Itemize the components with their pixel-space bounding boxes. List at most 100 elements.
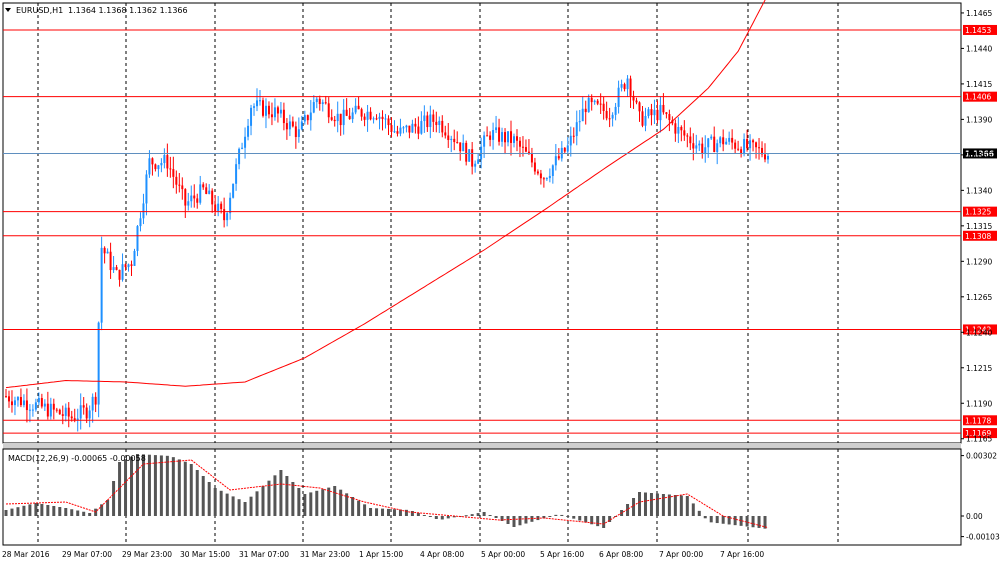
macd-bar	[339, 489, 343, 516]
candle-bear	[426, 115, 429, 128]
macd-bar	[733, 516, 737, 526]
candle-bear	[25, 400, 28, 411]
candle-bear	[363, 116, 366, 120]
candle-bear	[527, 151, 530, 154]
candle-bull	[229, 197, 232, 214]
candle-bull	[136, 226, 139, 251]
macd-bar	[602, 516, 606, 528]
macd-bar	[70, 509, 74, 516]
candle-bear	[387, 118, 390, 126]
candle-bear	[530, 153, 533, 163]
macd-bar	[16, 507, 20, 516]
candle-bear	[755, 142, 758, 148]
candle-bull	[569, 135, 572, 146]
candle-bull	[241, 147, 244, 149]
candle-bear	[701, 143, 704, 154]
candle-bear	[357, 105, 360, 110]
macd-bar	[279, 470, 283, 516]
candle-bear	[692, 143, 695, 149]
candle-bear	[211, 190, 214, 205]
macd-bar	[261, 486, 265, 516]
macd-bar	[34, 503, 38, 516]
time-tick-label: 6 Apr 08:00	[599, 550, 643, 559]
candle-bear	[184, 189, 187, 206]
candle-bull	[49, 403, 52, 417]
current-price-label: 1.1366	[965, 149, 994, 158]
candle-bear	[267, 105, 270, 115]
candle-bear	[40, 398, 43, 407]
candle-bull	[259, 100, 261, 102]
candle-bear	[285, 123, 288, 130]
candle-bear	[629, 78, 632, 96]
candle-bear	[486, 135, 489, 137]
price-tick-label: 1.1390	[966, 115, 992, 124]
candle-bull	[336, 113, 339, 122]
macd-bar	[291, 482, 295, 516]
candle-bull	[554, 156, 557, 166]
candle-bear	[689, 136, 692, 144]
macd-bar	[404, 509, 408, 516]
time-tick-label: 4 Apr 08:00	[420, 550, 464, 559]
macd-panel[interactable]	[2, 448, 962, 546]
macd-bar	[709, 516, 713, 523]
candle-bull	[100, 247, 103, 323]
candle-bear	[734, 142, 737, 149]
price-tick-label: 1.1265	[966, 293, 992, 302]
candle-bear	[327, 103, 330, 118]
macd-bar	[673, 495, 677, 516]
horizontal-levels[interactable]: 1.1453 1.1406 1.1325 1.1308 1.1242 1.1178 1.11…	[3, 24, 997, 439]
macd-bar	[440, 516, 444, 520]
macd-bar	[512, 516, 516, 527]
candle-bear	[196, 198, 199, 203]
candle-bull	[710, 136, 713, 139]
candle-bear	[584, 108, 587, 113]
candle-bear	[109, 251, 112, 271]
candle-bear	[602, 103, 605, 112]
macd-bar	[106, 500, 110, 516]
macd-bar	[309, 492, 313, 516]
candle-bear	[67, 407, 70, 417]
macd-bar	[626, 504, 630, 516]
candle-bear	[172, 169, 175, 177]
macd-bar	[255, 491, 259, 516]
candle-bull	[767, 156, 769, 160]
candle-bull	[513, 136, 515, 143]
macd-bar	[189, 464, 193, 516]
macd-bar	[201, 476, 205, 516]
time-tick-label: 30 Mar 15:00	[180, 550, 230, 559]
candle-bull	[695, 145, 698, 149]
macd-bar	[267, 480, 271, 516]
candle-bull	[145, 174, 148, 204]
macd-bar	[147, 454, 151, 516]
macd-bar	[303, 494, 307, 516]
macd-bar	[470, 514, 474, 516]
time-tick-label: 29 Mar 23:00	[122, 550, 172, 559]
price-tick-label: 1.1340	[966, 186, 992, 195]
candle-bull	[626, 78, 629, 90]
time-tick-label: 7 Apr 16:00	[720, 550, 764, 559]
time-tick-label: 1 Apr 15:00	[359, 550, 403, 559]
candle-bear	[181, 185, 184, 190]
macd-bar	[476, 513, 480, 516]
candle-bull	[309, 112, 312, 121]
macd-bar	[649, 493, 653, 516]
candle-bull	[238, 148, 241, 165]
macd-bar	[135, 454, 139, 516]
macd-bar	[28, 504, 32, 516]
candle-bear	[396, 131, 399, 134]
candle-bear	[453, 138, 456, 143]
ohlc-readout: 1.1364 1.1368 1.1362 1.1366	[68, 6, 188, 15]
candle-bear	[638, 102, 641, 112]
macd-bar	[357, 500, 361, 516]
candle-bear	[635, 100, 638, 103]
main-price-panel[interactable]	[2, 0, 962, 449]
candle-bear	[623, 84, 626, 90]
macd-bar	[219, 490, 223, 516]
candle-bear	[539, 173, 542, 179]
candle-bear	[73, 418, 76, 421]
candle-bull	[450, 138, 453, 141]
candle-bear	[515, 136, 518, 141]
macd-bar	[321, 489, 325, 516]
macd-bar	[763, 516, 767, 529]
